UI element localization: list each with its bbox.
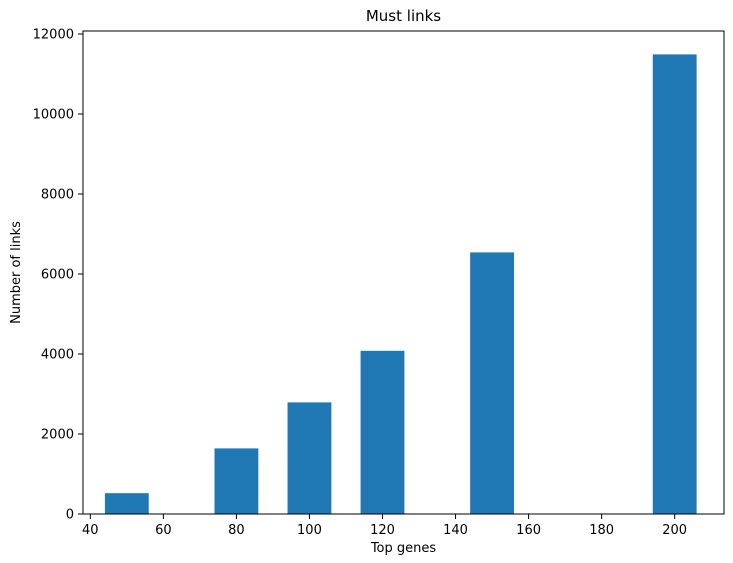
bar-120 xyxy=(360,350,405,514)
bar-150 xyxy=(470,252,514,514)
x-tick-label: 180 xyxy=(589,523,614,538)
plot-frame xyxy=(82,30,725,515)
x-tick-label: 100 xyxy=(297,523,322,538)
x-axis-ticks: 40 60 80 100 120 140 160 180 200 xyxy=(82,514,687,538)
y-axis-ticks: 0 2000 4000 6000 8000 10000 12000 xyxy=(33,28,83,523)
x-axis-title: Top genes xyxy=(370,541,437,556)
bar-80 xyxy=(214,448,259,514)
x-tick-label: 60 xyxy=(155,523,172,538)
bar-50 xyxy=(104,493,149,514)
y-axis-title: Number of links xyxy=(9,221,24,324)
y-tick-label: 4000 xyxy=(41,348,74,363)
y-tick-label: 0 xyxy=(66,508,74,523)
y-tick-label: 6000 xyxy=(41,268,74,283)
bar-200 xyxy=(652,54,697,515)
bar-100 xyxy=(287,402,332,514)
y-tick-label: 2000 xyxy=(41,428,74,443)
x-tick-label: 40 xyxy=(82,523,99,538)
x-tick-label: 140 xyxy=(443,523,468,538)
x-tick-label: 80 xyxy=(228,523,245,538)
chart-title: Must links xyxy=(366,7,441,25)
x-tick-label: 160 xyxy=(516,523,541,538)
y-tick-label: 12000 xyxy=(33,28,74,43)
x-tick-label: 120 xyxy=(370,523,395,538)
y-tick-label: 10000 xyxy=(33,108,74,123)
bars-layer xyxy=(104,54,697,515)
x-tick-label: 200 xyxy=(662,523,687,538)
y-tick-label: 8000 xyxy=(41,188,74,203)
